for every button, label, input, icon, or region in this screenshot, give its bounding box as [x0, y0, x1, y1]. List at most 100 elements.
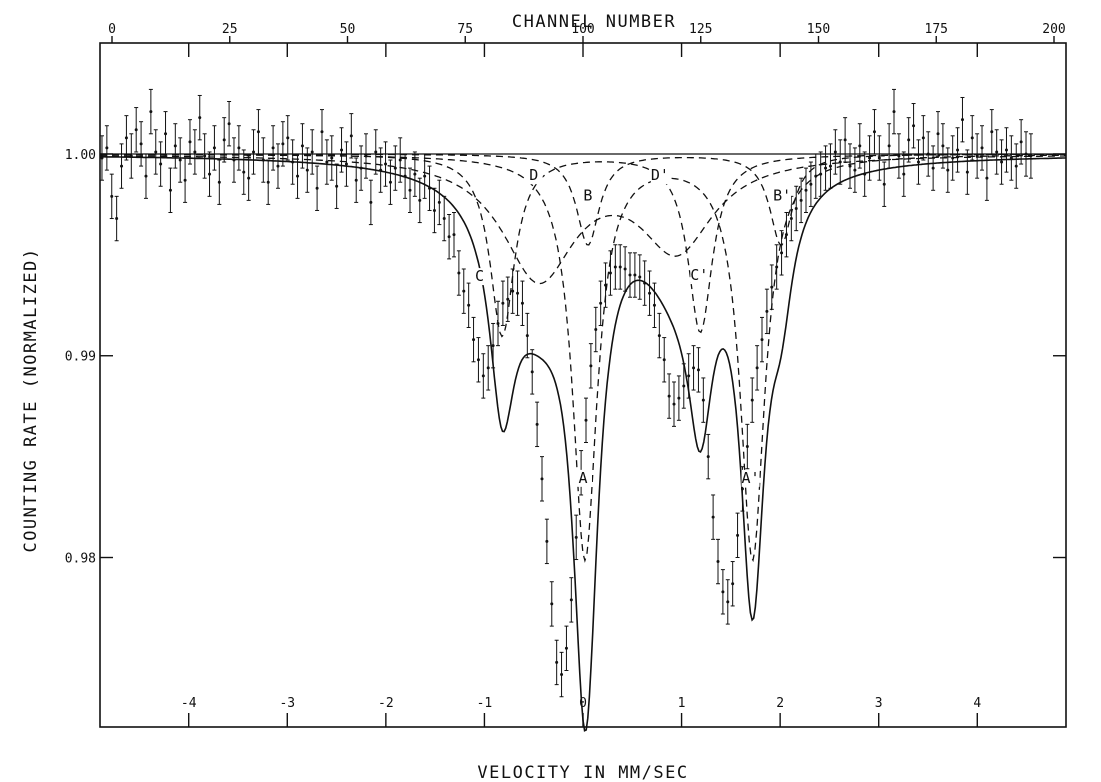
- point-marker: [687, 374, 691, 378]
- data-point: [720, 569, 725, 615]
- point-marker: [139, 142, 143, 146]
- point-marker: [696, 368, 700, 372]
- point-marker: [173, 144, 177, 148]
- point-marker: [452, 233, 456, 237]
- point-marker: [599, 301, 603, 305]
- point-marker: [799, 198, 803, 202]
- point-marker: [560, 673, 564, 677]
- point-marker: [652, 303, 656, 307]
- point-marker: [970, 136, 974, 140]
- point-marker: [320, 130, 324, 134]
- data-point: [251, 129, 256, 175]
- data-point: [143, 153, 148, 199]
- data-point: [334, 163, 339, 209]
- data-point: [896, 133, 901, 179]
- data-point: [217, 159, 222, 205]
- data-point: [735, 512, 740, 559]
- point-marker: [550, 602, 554, 606]
- data-point: [1014, 143, 1019, 189]
- point-marker: [340, 148, 344, 152]
- data-point: [290, 139, 295, 185]
- point-marker: [1029, 154, 1033, 158]
- x-tick-label: 3: [875, 696, 883, 711]
- data-points: [99, 88, 1033, 698]
- point-marker: [432, 208, 436, 212]
- data-point: [799, 177, 804, 224]
- data-point: [109, 173, 114, 220]
- point-marker: [564, 646, 568, 650]
- component-curve: [100, 153, 1066, 338]
- data-point: [393, 145, 398, 191]
- point-marker: [569, 598, 573, 602]
- data-point: [887, 123, 892, 169]
- point-marker: [462, 289, 466, 293]
- point-marker: [731, 582, 735, 586]
- point-marker: [501, 301, 505, 305]
- data-point: [407, 167, 412, 213]
- point-marker: [721, 590, 725, 594]
- peak-label: D': [651, 166, 669, 184]
- point-marker: [907, 138, 911, 142]
- point-marker: [780, 251, 784, 255]
- data-point: [975, 133, 980, 179]
- data-point: [745, 423, 750, 470]
- point-marker: [638, 275, 642, 279]
- point-marker: [667, 394, 671, 398]
- total-fit-curve: [100, 156, 1066, 732]
- data-point: [266, 159, 271, 205]
- data-point: [187, 119, 192, 165]
- point-marker: [916, 160, 920, 164]
- point-marker: [222, 138, 226, 142]
- point-marker: [951, 156, 955, 160]
- data-point: [310, 129, 315, 175]
- point-marker: [423, 174, 427, 178]
- top-tick-label: 50: [340, 22, 356, 37]
- data-point: [124, 115, 129, 161]
- data-point: [662, 337, 667, 383]
- data-point: [99, 135, 104, 181]
- data-point: [931, 145, 936, 191]
- point-marker: [120, 164, 124, 168]
- data-point: [936, 111, 941, 157]
- data-point: [554, 639, 559, 686]
- point-marker: [936, 132, 940, 136]
- point-marker: [745, 445, 749, 449]
- data-point: [926, 131, 931, 177]
- point-marker: [941, 144, 945, 148]
- data-point: [779, 230, 784, 276]
- point-marker: [325, 160, 329, 164]
- data-point: [559, 651, 564, 698]
- point-marker: [271, 146, 275, 150]
- peak-labels: D B D' B' C C' A A': [470, 166, 791, 487]
- x-tick-label: -1: [477, 696, 493, 711]
- fit-component-curves: [100, 153, 1066, 563]
- data-point: [755, 345, 760, 391]
- point-marker: [824, 166, 828, 170]
- point-marker: [828, 164, 832, 168]
- peak-label: C: [475, 267, 484, 285]
- data-point: [564, 625, 569, 672]
- top-tick-label: 100: [571, 22, 594, 37]
- data-point: [989, 109, 994, 155]
- data-point: [921, 115, 926, 161]
- point-marker: [237, 146, 241, 150]
- point-marker: [931, 166, 935, 170]
- data-point: [495, 300, 500, 347]
- data-point: [618, 244, 623, 290]
- data-point: [520, 280, 525, 326]
- point-marker: [276, 164, 280, 168]
- point-marker: [256, 130, 260, 134]
- data-point: [104, 125, 109, 171]
- top-tick-label: 0: [108, 22, 116, 37]
- data-point: [901, 151, 906, 197]
- point-marker: [677, 396, 681, 400]
- data-point: [672, 381, 677, 427]
- data-point: [965, 149, 970, 195]
- point-marker: [266, 180, 270, 184]
- point-marker: [364, 154, 368, 158]
- point-marker: [354, 178, 358, 182]
- point-marker: [613, 265, 617, 269]
- point-marker: [398, 158, 402, 162]
- data-point: [202, 133, 207, 179]
